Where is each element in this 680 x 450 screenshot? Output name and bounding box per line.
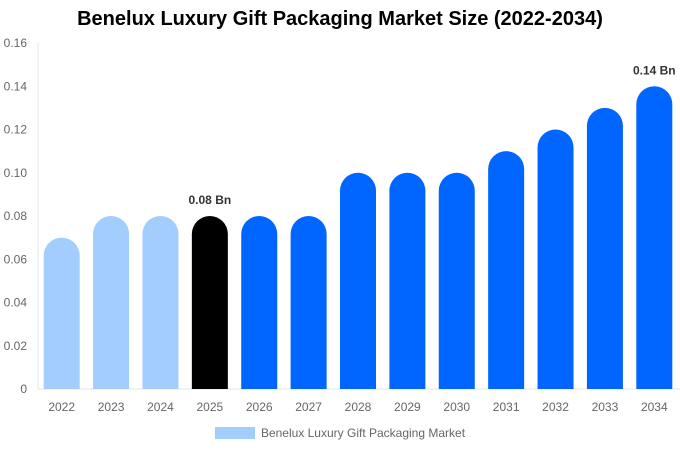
x-tick-label: 2025 bbox=[196, 400, 223, 414]
bar-2030 bbox=[438, 172, 475, 389]
y-tick-label: 0.16 bbox=[4, 36, 28, 50]
legend: Benelux Luxury Gift Packaging Market bbox=[0, 426, 680, 440]
bar-2032 bbox=[537, 129, 574, 389]
x-tick-label: 2026 bbox=[246, 400, 273, 414]
x-tick-label: 2032 bbox=[542, 400, 569, 414]
data-label-2025: 0.08 Bn bbox=[189, 193, 232, 207]
bar-2024 bbox=[142, 216, 179, 389]
y-tick-label: 0.04 bbox=[4, 296, 28, 310]
bar-2034 bbox=[636, 86, 673, 389]
x-tick-label: 2023 bbox=[98, 400, 125, 414]
y-tick-label: 0 bbox=[20, 382, 27, 396]
x-tick-label: 2027 bbox=[295, 400, 322, 414]
y-tick-label: 0.12 bbox=[4, 123, 28, 137]
x-tick-label: 2022 bbox=[48, 400, 75, 414]
bar-2026 bbox=[241, 216, 278, 389]
x-tick-label: 2024 bbox=[147, 400, 174, 414]
x-tick-label: 2028 bbox=[345, 400, 372, 414]
legend-swatch bbox=[214, 427, 255, 439]
bar-2031 bbox=[488, 151, 525, 389]
x-tick-label: 2031 bbox=[493, 400, 520, 414]
x-tick-label: 2030 bbox=[443, 400, 470, 414]
x-tick-label: 2033 bbox=[592, 400, 619, 414]
data-label-2034: 0.14 Bn bbox=[633, 63, 676, 77]
y-tick-label: 0.06 bbox=[4, 252, 28, 266]
x-tick-label: 2029 bbox=[394, 400, 421, 414]
bar-2025 bbox=[191, 216, 228, 389]
legend-label: Benelux Luxury Gift Packaging Market bbox=[260, 426, 466, 440]
y-tick-label: 0.02 bbox=[4, 339, 28, 353]
bar-2023 bbox=[93, 216, 130, 389]
y-tick-label: 0.08 bbox=[4, 209, 28, 223]
bar-2033 bbox=[586, 107, 623, 390]
y-tick-label: 0.10 bbox=[4, 166, 28, 180]
bar-2022 bbox=[43, 237, 80, 389]
chart-title: Benelux Luxury Gift Packaging Market Siz… bbox=[77, 8, 603, 30]
bar-2028 bbox=[340, 172, 376, 389]
bar-2029 bbox=[389, 172, 426, 389]
x-tick-label: 2034 bbox=[641, 400, 668, 414]
y-tick-label: 0.14 bbox=[4, 79, 28, 93]
bar-2027 bbox=[290, 216, 327, 389]
